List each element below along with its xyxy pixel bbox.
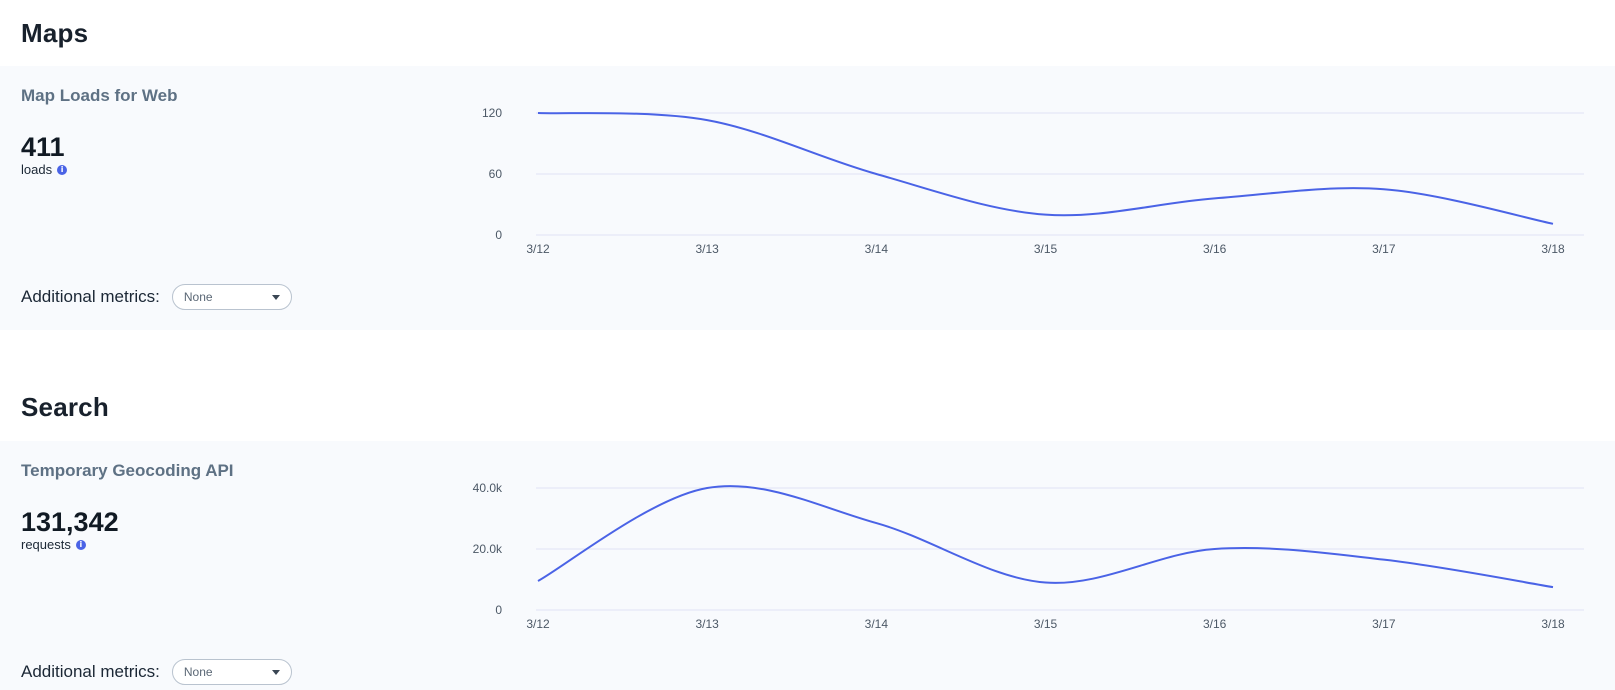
x-tick-label: 3/15 (1034, 242, 1058, 256)
x-tick-label: 3/18 (1541, 617, 1565, 631)
additional-metrics: Additional metrics: None (21, 284, 292, 310)
section-heading-maps: Maps (21, 18, 89, 48)
y-tick-label: 60 (489, 167, 503, 181)
select-value: None (183, 290, 213, 304)
x-tick-label: 3/16 (1203, 617, 1227, 631)
metric-unit-label: requests (21, 537, 71, 552)
x-tick-label: 3/13 (695, 617, 719, 631)
y-tick-label: 20.0k (473, 542, 503, 556)
info-icon[interactable]: i (75, 539, 86, 550)
y-tick-label: 0 (495, 603, 502, 617)
info-icon[interactable]: i (57, 164, 68, 175)
series-line (537, 112, 1554, 225)
additional-metrics: Additional metrics: None (21, 659, 292, 685)
x-tick-label: 3/18 (1541, 242, 1565, 256)
metric-unit-label: loads (21, 162, 53, 177)
chevron-down-icon (271, 295, 280, 300)
metric-value: 131,342 (21, 507, 119, 537)
additional-metrics-select[interactable]: None (171, 659, 292, 685)
metric-unit-row: requests i (21, 537, 86, 552)
additional-metrics-label: Additional metrics: (21, 662, 160, 681)
line-chart-map-loads: 0 60 120 3/12 3/13 3/14 3/15 3/16 3/17 3/18 (482, 106, 1584, 256)
metric-title: Map Loads for Web (21, 86, 178, 105)
x-tick-label: 3/14 (865, 617, 889, 631)
x-tick-label: 3/12 (526, 242, 550, 256)
series-line (537, 485, 1554, 589)
line-chart-geocoding: 0 20.0k 40.0k 3/12 3/13 3/14 3/15 3/16 3/17 3/18 (473, 481, 1584, 631)
metric-panel-map-loads: Map Loads for Web 411 loads i 0 60 120 3/12… (0, 66, 1615, 330)
x-tick-label: 3/12 (526, 617, 550, 631)
section-heading-search: Search (21, 392, 109, 422)
y-tick-label: 120 (482, 106, 502, 120)
additional-metrics-select[interactable]: None (171, 284, 292, 310)
chevron-down-icon (271, 670, 280, 675)
y-tick-label: 0 (495, 228, 502, 242)
y-tick-label: 40.0k (473, 481, 503, 495)
metric-unit-row: loads i (21, 162, 68, 177)
additional-metrics-label: Additional metrics: (21, 287, 160, 306)
x-tick-label: 3/17 (1372, 242, 1396, 256)
x-tick-label: 3/14 (865, 242, 889, 256)
metric-title: Temporary Geocoding API (21, 461, 234, 480)
metric-panel-geocoding: Temporary Geocoding API 131,342 requests… (0, 441, 1615, 690)
x-tick-label: 3/15 (1034, 617, 1058, 631)
select-value: None (183, 665, 213, 679)
metric-value: 411 (21, 132, 65, 162)
x-tick-label: 3/16 (1203, 242, 1227, 256)
x-tick-label: 3/13 (695, 242, 719, 256)
x-tick-label: 3/17 (1372, 617, 1396, 631)
